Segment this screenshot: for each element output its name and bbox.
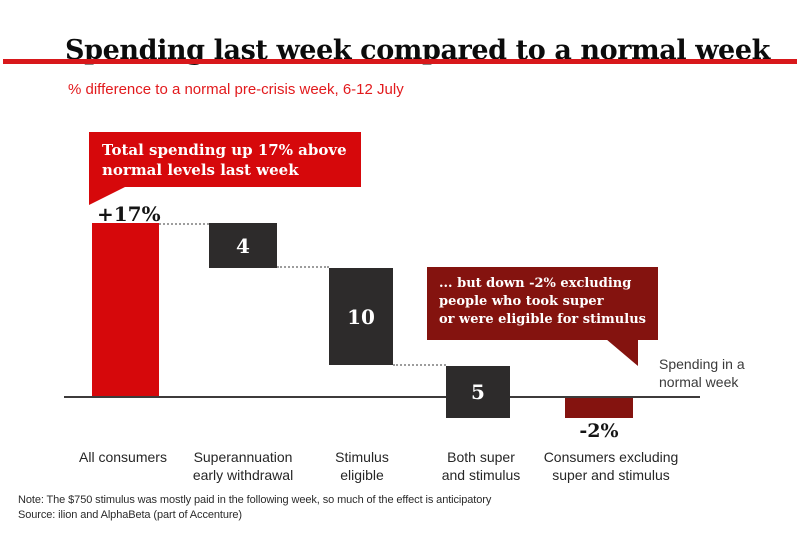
chart-subtitle: % difference to a normal pre-crisis week…	[68, 81, 404, 98]
source-text: Source: ilion and AlphaBeta (part of Acc…	[18, 509, 242, 521]
category-label-consumers-excluding-super-and-stimulus: Consumers excluding super and stimulus	[543, 449, 679, 483]
annotation-total-down-callout: ... but down -2% excluding people who to…	[427, 267, 658, 340]
total-down-value-label: -2%	[579, 420, 619, 442]
baseline-axis-label: Spending in a normal week	[659, 355, 745, 391]
category-label-superannuation-early-withdrawal: Superannuation early withdrawal	[192, 449, 294, 483]
bar-both-super-and-stimulus: 5	[446, 366, 510, 418]
bar-value-label: 10	[347, 304, 375, 329]
category-label-stimulus-eligible: Stimulus eligible	[335, 449, 389, 483]
category-label-both-super-and-stimulus: Both super and stimulus	[441, 449, 521, 483]
annotation-line: normal levels last week	[102, 161, 299, 179]
annotation-line: people who took super	[439, 294, 604, 309]
note-text: Note: The $750 stimulus was mostly paid …	[18, 494, 492, 506]
total-up-value-label: +17%	[97, 202, 161, 226]
bar-stimulus-eligible: 10	[329, 268, 393, 365]
annotation-line: Total spending up 17% above	[102, 141, 347, 159]
waterfall-connector-line	[159, 223, 209, 225]
bar-consumers-excluding-super-and-stimulus	[565, 398, 633, 418]
annotation-line: or were eligible for stimulus	[439, 312, 646, 327]
bar-superannuation-early-withdrawal: 4	[209, 223, 277, 268]
bar-value-label: 5	[471, 380, 485, 404]
waterfall-connector-line	[277, 266, 329, 268]
baseline-axis-label-line: Spending in a	[659, 356, 745, 372]
annotation-line: ... but down -2% excluding	[439, 276, 632, 291]
category-label-all-consumers: All consumers	[79, 449, 167, 465]
bar-all-consumers	[92, 223, 159, 396]
bar-value-label: 4	[236, 233, 250, 258]
waterfall-connector-line	[393, 364, 446, 366]
title-divider-rule	[3, 59, 797, 64]
x-axis-line	[64, 396, 700, 398]
annotation-total-up-callout: Total spending up 17% above normal level…	[89, 132, 361, 187]
baseline-axis-label-line: normal week	[659, 374, 739, 390]
annotation-total-down-tail	[606, 339, 638, 366]
